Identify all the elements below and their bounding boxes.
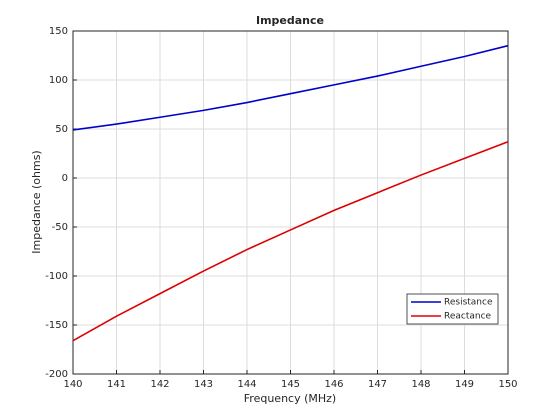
axes-box <box>72 30 509 375</box>
y-tick-label: 0 <box>62 173 68 184</box>
y-tick-label: 100 <box>49 75 68 86</box>
x-tick-label: 148 <box>411 379 430 390</box>
x-axis-label: Frequency (MHz) <box>244 392 336 405</box>
legend-label: Resistance <box>444 298 493 308</box>
series-line <box>72 140 509 342</box>
x-tick-label: 149 <box>455 379 474 390</box>
x-tick-label: 144 <box>237 379 256 390</box>
chart-title: Impedance <box>256 14 324 27</box>
x-tick-label: 143 <box>194 379 213 390</box>
y-tick-label: -150 <box>45 320 68 331</box>
x-tick-label: 141 <box>107 379 126 390</box>
x-tick-label: 150 <box>498 379 517 390</box>
x-tick-label: 147 <box>368 379 387 390</box>
x-tick-label: 140 <box>63 379 82 390</box>
y-axis-label: Impedance (ohms) <box>30 150 43 253</box>
y-tick-label: -100 <box>45 271 68 282</box>
y-tick-label: -50 <box>52 222 68 233</box>
x-tick-label: 146 <box>324 379 343 390</box>
y-tick-label: 50 <box>55 124 68 135</box>
y-tick-label: -200 <box>45 369 68 380</box>
y-tick-label: 150 <box>49 26 68 37</box>
x-tick-label: 142 <box>150 379 169 390</box>
legend: Resistance Reactance <box>406 293 499 325</box>
legend-box <box>406 293 499 325</box>
series-line <box>72 44 509 131</box>
x-tick-label: 145 <box>281 379 300 390</box>
legend-label: Reactance <box>444 312 492 322</box>
